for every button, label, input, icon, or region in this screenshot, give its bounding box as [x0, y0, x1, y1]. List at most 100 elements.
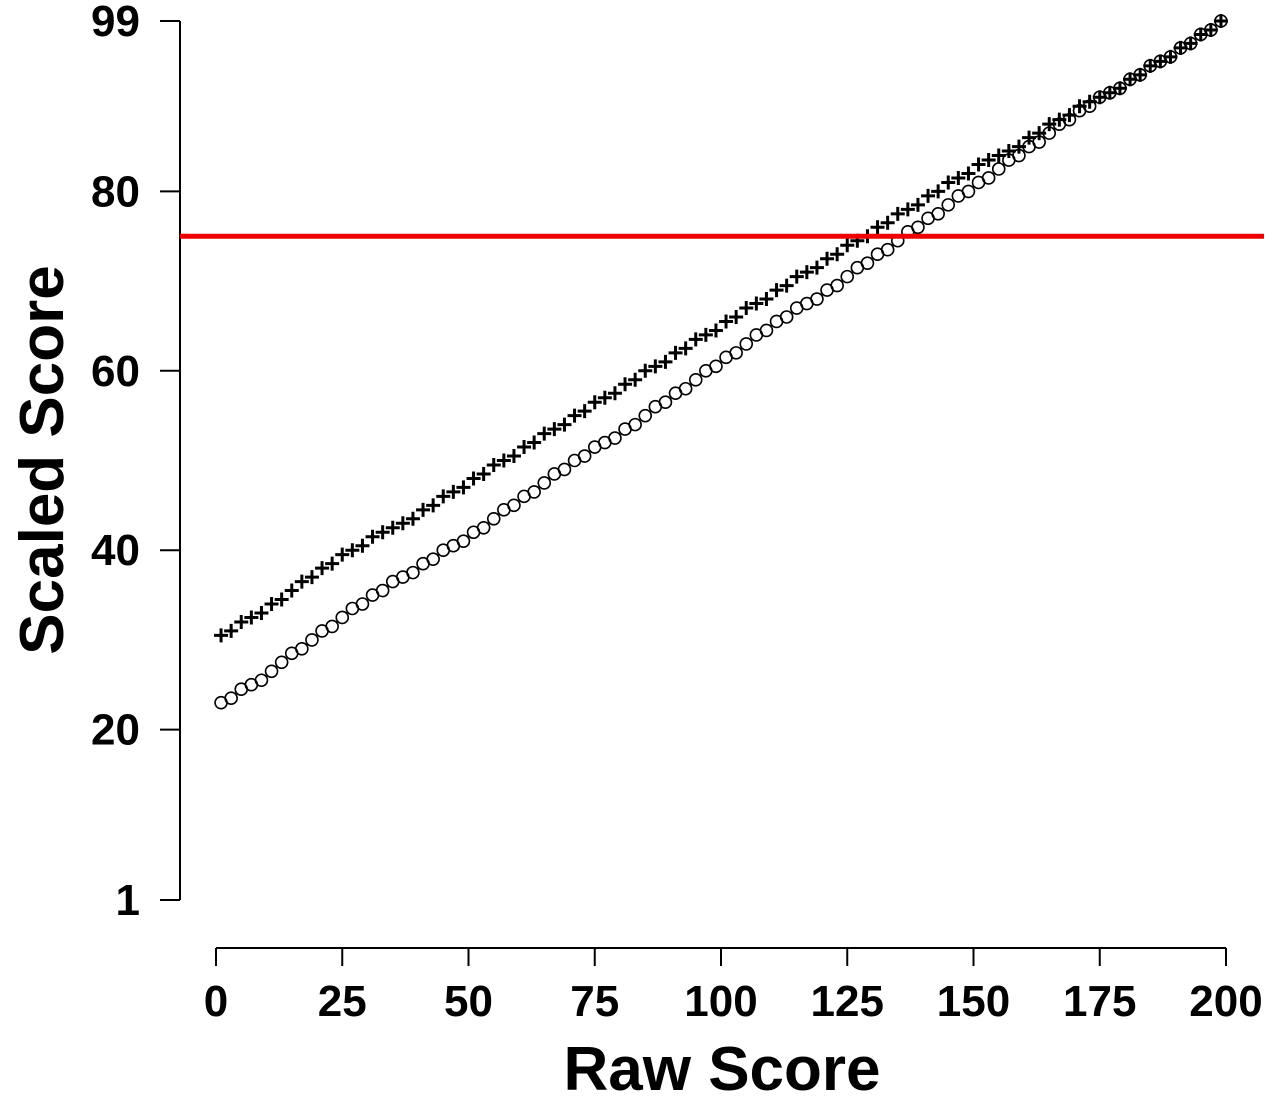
plus-marker	[1123, 72, 1138, 87]
circle-marker	[295, 642, 309, 656]
plus-marker	[466, 471, 481, 486]
plus-marker	[941, 175, 956, 190]
plus-marker	[375, 525, 390, 540]
x-tick-label: 125	[811, 977, 884, 1026]
circle-marker	[941, 198, 956, 212]
plus-marker	[496, 453, 511, 468]
circle-marker	[325, 619, 339, 634]
circle-marker	[860, 256, 875, 270]
plus-marker	[688, 332, 703, 347]
y-tick-label: 40	[91, 526, 140, 575]
circle-marker	[1012, 148, 1026, 163]
y-axis-title: Scaled Score	[8, 265, 77, 654]
y-tick-label: 99	[91, 0, 140, 46]
x-axis-title: Raw Score	[563, 1035, 880, 1098]
plus-marker	[527, 435, 542, 450]
plus-marker	[405, 511, 420, 526]
circle-marker	[1214, 14, 1228, 28]
y-axis: 1 20 40 60 80 99	[91, 0, 181, 925]
plus-marker	[506, 449, 521, 464]
plus-marker	[567, 408, 582, 423]
x-tick-label: 50	[444, 977, 493, 1026]
plus-marker	[961, 166, 976, 181]
plus-marker	[224, 623, 239, 638]
circle-marker	[1133, 68, 1147, 82]
circle-marker	[406, 565, 420, 580]
plus-marker	[1193, 27, 1208, 42]
circle-marker	[577, 449, 592, 463]
circle-marker	[486, 512, 501, 526]
plus-marker	[254, 605, 269, 620]
plus-marker	[244, 610, 259, 625]
plus-marker	[729, 309, 744, 324]
plus-marker	[971, 157, 986, 172]
plus-marker	[820, 251, 835, 266]
circle-marker	[709, 359, 723, 374]
x-tick-label: 25	[318, 977, 367, 1026]
plus-marker	[931, 184, 946, 199]
plus-marker	[749, 296, 764, 311]
plus-marker	[355, 538, 370, 553]
plus-marker	[769, 283, 784, 298]
series-1	[214, 14, 1228, 643]
circle-marker	[911, 220, 925, 235]
circle-marker	[608, 431, 622, 445]
plus-marker	[597, 390, 612, 405]
circle-marker	[355, 597, 370, 611]
circle-marker	[1183, 36, 1198, 51]
plus-marker	[809, 260, 824, 275]
plus-marker	[234, 614, 249, 629]
circle-marker	[880, 242, 895, 257]
plus-marker	[304, 570, 319, 585]
circle-marker	[274, 655, 289, 670]
plus-marker	[325, 556, 340, 571]
circle-marker	[1082, 99, 1097, 114]
plus-marker	[416, 502, 431, 517]
plus-marker	[921, 188, 936, 203]
plus-marker	[870, 220, 885, 235]
plus-marker	[910, 197, 925, 212]
circle-marker	[1163, 50, 1178, 64]
circle-marker	[254, 673, 269, 688]
circle-marker	[688, 372, 703, 387]
plus-marker	[436, 489, 451, 504]
y-tick-label: 80	[91, 167, 140, 216]
circle-marker	[527, 485, 541, 499]
plus-marker	[678, 341, 693, 356]
circle-marker	[1204, 23, 1218, 37]
plus-marker	[618, 377, 633, 392]
circle-marker	[991, 162, 1006, 176]
plus-marker	[638, 363, 653, 378]
plus-marker	[658, 354, 673, 369]
circle-marker	[305, 633, 319, 647]
plus-marker	[900, 202, 915, 217]
plus-marker	[274, 592, 289, 607]
circle-marker	[830, 278, 844, 293]
plus-marker	[1143, 58, 1158, 73]
plus-marker	[628, 372, 643, 387]
plus-marker	[517, 440, 532, 455]
plus-marker	[668, 345, 683, 360]
plus-marker	[214, 628, 229, 643]
plus-marker	[446, 484, 461, 499]
circle-marker	[1042, 126, 1057, 140]
y-tick-label: 60	[91, 347, 140, 396]
circle-marker	[557, 462, 572, 477]
plus-marker	[557, 417, 572, 432]
plus-marker	[648, 359, 663, 374]
circle-marker	[1113, 81, 1127, 96]
circle-marker	[678, 381, 693, 396]
circle-marker	[456, 534, 471, 549]
plus-marker	[698, 327, 713, 342]
circle-marker	[476, 520, 491, 535]
circle-marker	[1032, 135, 1046, 149]
x-axis: 0 25 50 75 100 125 150 175 200	[204, 947, 1263, 1026]
circle-marker	[931, 207, 945, 221]
plus-marker	[335, 547, 350, 562]
plus-marker	[789, 269, 804, 284]
plus-marker	[294, 574, 309, 589]
plus-marker	[1183, 36, 1198, 51]
plus-marker	[315, 561, 330, 576]
y-tick-label: 1	[116, 876, 140, 925]
